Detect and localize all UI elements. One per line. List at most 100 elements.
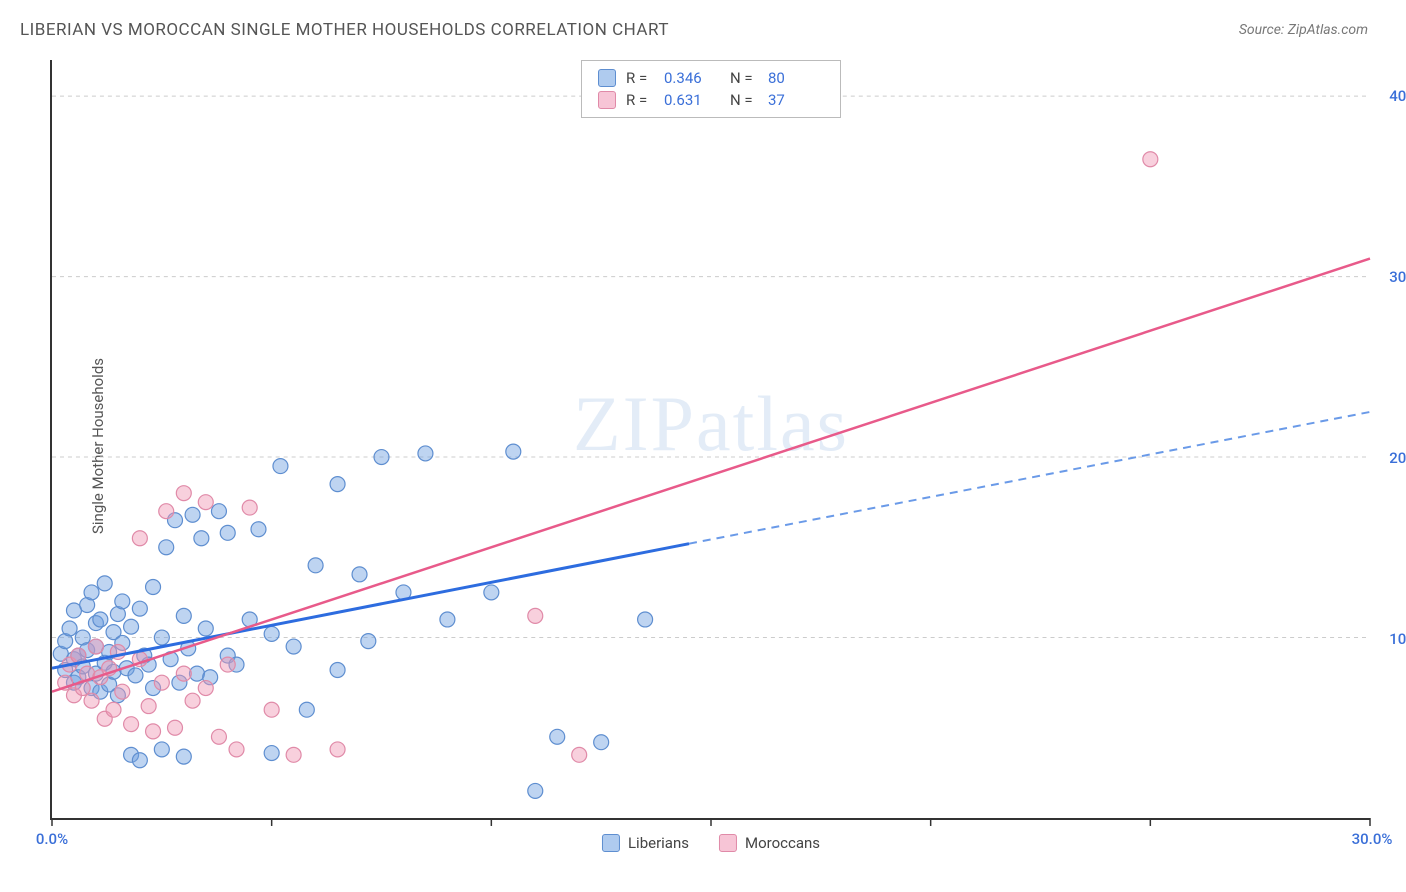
scatter-point (361, 634, 376, 649)
stat-row-moroccans: R = 0.631 N = 37 (598, 89, 824, 111)
source-attribution: Source: ZipAtlas.com (1239, 22, 1368, 38)
scatter-point (159, 540, 174, 555)
scatter-point (638, 612, 653, 627)
scatter-point (141, 699, 156, 714)
stat-R-moroccans: 0.631 (664, 91, 720, 109)
scatter-point (97, 576, 112, 591)
scatter-point (211, 729, 226, 744)
scatter-point (506, 444, 521, 459)
statistics-legend-box: R = 0.346 N = 80 R = 0.631 N = 37 (581, 60, 841, 118)
scatter-point (154, 675, 169, 690)
xtick-label: 0.0% (36, 830, 68, 848)
stat-R-liberians: 0.346 (664, 69, 720, 87)
scatter-point (128, 668, 143, 683)
plot-area: ZIPatlas R = 0.346 N = 80 R = 0.631 N = … (50, 60, 1370, 820)
scatter-point (308, 558, 323, 573)
scatter-point (198, 681, 213, 696)
scatter-point (132, 753, 147, 768)
plot-svg (52, 60, 1370, 818)
swatch-pink (598, 91, 616, 109)
scatter-point (440, 612, 455, 627)
scatter-point (132, 531, 147, 546)
scatter-point (264, 702, 279, 717)
scatter-point (132, 601, 147, 616)
scatter-point (124, 619, 139, 634)
ytick-label: 40.0% (1389, 87, 1406, 105)
series-legend: Liberians Moroccans (602, 834, 820, 852)
scatter-point (124, 717, 139, 732)
ytick-label: 10.0% (1389, 630, 1406, 648)
scatter-point (198, 621, 213, 636)
regression-line-liberians (52, 544, 689, 669)
scatter-point (330, 742, 345, 757)
scatter-point (88, 639, 103, 654)
scatter-point (146, 724, 161, 739)
stat-N-liberians: 80 (768, 69, 824, 87)
ytick-label: 30.0% (1389, 268, 1406, 286)
legend-label-moroccans: Moroccans (745, 834, 820, 852)
scatter-point (176, 608, 191, 623)
scatter-point (594, 735, 609, 750)
scatter-point (211, 504, 226, 519)
scatter-point (115, 684, 130, 699)
scatter-point (154, 630, 169, 645)
scatter-point (84, 585, 99, 600)
scatter-point (264, 746, 279, 761)
ytick-label: 20.0% (1389, 449, 1406, 467)
scatter-point (572, 747, 587, 762)
scatter-point (62, 621, 77, 636)
scatter-point (550, 729, 565, 744)
scatter-point (229, 742, 244, 757)
stat-row-liberians: R = 0.346 N = 80 (598, 67, 824, 89)
scatter-point (374, 450, 389, 465)
scatter-point (484, 585, 499, 600)
stat-R-label: R = (626, 69, 654, 87)
scatter-point (176, 749, 191, 764)
stat-N-moroccans: 37 (768, 91, 824, 109)
scatter-point (299, 702, 314, 717)
regression-line-moroccans (52, 259, 1370, 692)
scatter-point (84, 693, 99, 708)
scatter-point (220, 657, 235, 672)
chart-title: LIBERIAN VS MOROCCAN SINGLE MOTHER HOUSE… (20, 20, 669, 40)
chart-container: LIBERIAN VS MOROCCAN SINGLE MOTHER HOUSE… (0, 0, 1406, 892)
scatter-point (93, 612, 108, 627)
legend-label-liberians: Liberians (628, 834, 689, 852)
scatter-point (273, 459, 288, 474)
stat-N-label2: N = (730, 91, 758, 109)
scatter-point (185, 693, 200, 708)
regression-line-liberians-extrap (689, 412, 1370, 544)
scatter-point (528, 783, 543, 798)
legend-item-moroccans: Moroccans (719, 834, 820, 852)
stat-N-label: N = (730, 69, 758, 87)
scatter-point (1143, 152, 1158, 167)
scatter-point (528, 608, 543, 623)
scatter-point (194, 531, 209, 546)
scatter-point (418, 446, 433, 461)
scatter-point (220, 525, 235, 540)
scatter-point (286, 639, 301, 654)
scatter-point (330, 663, 345, 678)
scatter-point (242, 500, 257, 515)
scatter-point (115, 594, 130, 609)
stat-R-label2: R = (626, 91, 654, 109)
scatter-point (264, 626, 279, 641)
scatter-point (185, 507, 200, 522)
xtick-label: 30.0% (1352, 830, 1393, 848)
scatter-point (176, 486, 191, 501)
legend-swatch-pink (719, 834, 737, 852)
scatter-point (168, 720, 183, 735)
legend-item-liberians: Liberians (602, 834, 689, 852)
scatter-point (330, 477, 345, 492)
scatter-point (286, 747, 301, 762)
scatter-point (198, 495, 213, 510)
scatter-point (106, 702, 121, 717)
scatter-point (251, 522, 266, 537)
scatter-point (154, 742, 169, 757)
scatter-point (146, 580, 161, 595)
scatter-point (159, 504, 174, 519)
legend-swatch-blue (602, 834, 620, 852)
swatch-blue (598, 69, 616, 87)
scatter-point (176, 666, 191, 681)
scatter-point (352, 567, 367, 582)
